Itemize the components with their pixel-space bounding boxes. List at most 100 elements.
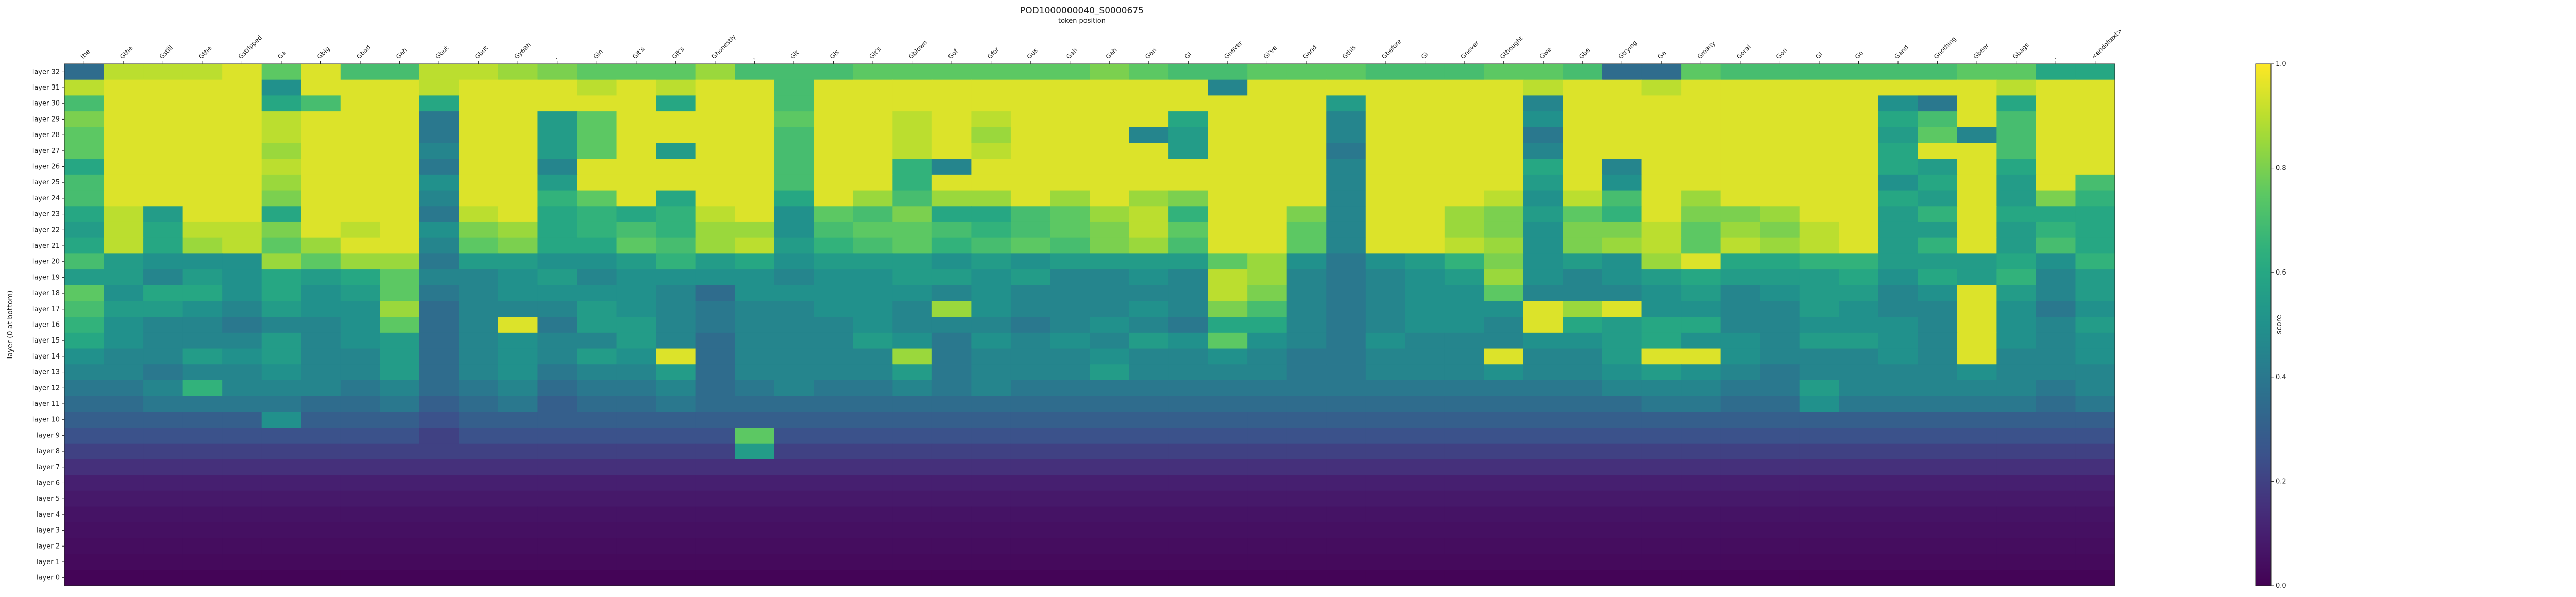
heatmap-cell (616, 332, 656, 349)
heatmap-cell (1996, 490, 2037, 507)
heatmap-cell (1050, 285, 1090, 302)
heatmap-cell (892, 396, 933, 412)
heatmap-cell (1839, 159, 1879, 175)
heatmap-cell (459, 221, 499, 238)
heatmap-cell (2075, 159, 2115, 175)
heatmap-cell (104, 159, 144, 175)
heatmap-cell (1129, 364, 1169, 381)
heatmap-cell (2036, 159, 2076, 175)
heatmap-cell (1839, 127, 1879, 144)
heatmap-cell (892, 206, 933, 223)
x-tick-label: Gi (1183, 50, 1193, 60)
heatmap-cell (222, 95, 262, 112)
heatmap-cell (931, 538, 972, 555)
heatmap-cell (1996, 301, 2037, 317)
heatmap-cell (498, 79, 538, 96)
heatmap-cell (1365, 79, 1405, 96)
heatmap-cell (1878, 459, 1918, 475)
heatmap-cell (498, 506, 538, 523)
x-tick-label: Git's (868, 45, 883, 60)
heatmap-cell (1641, 111, 1682, 128)
heatmap-cell (1010, 506, 1051, 523)
heatmap-cell (1957, 269, 1997, 286)
heatmap-cell (182, 127, 223, 144)
x-tick-label: Gus (1025, 47, 1039, 60)
heatmap-cell (577, 332, 617, 349)
heatmap-cell (1918, 380, 1958, 397)
heatmap-cell (104, 317, 144, 333)
heatmap-cell (1208, 111, 1248, 128)
heatmap-cell (380, 253, 420, 270)
heatmap-cell (261, 396, 301, 412)
heatmap-cell (1681, 380, 1721, 397)
heatmap-cell (1641, 237, 1682, 254)
heatmap-cell (1484, 570, 1524, 586)
heatmap-cell (1641, 538, 1682, 555)
heatmap-cell (1050, 443, 1090, 460)
heatmap-cell (577, 538, 617, 555)
heatmap-cell (2075, 111, 2115, 128)
heatmap-cell (814, 269, 854, 286)
heatmap-cell (1168, 443, 1209, 460)
heatmap-cell (853, 237, 893, 254)
heatmap-cell (2036, 95, 2076, 112)
heatmap-cell (301, 364, 341, 381)
heatmap-cell (1523, 570, 1564, 586)
y-tick-label: layer 25 (32, 179, 60, 186)
heatmap-cell (1090, 490, 1130, 507)
heatmap-cell (1563, 95, 1603, 112)
heatmap-cell (931, 285, 972, 302)
heatmap-cell (104, 237, 144, 254)
heatmap-cell (1286, 459, 1327, 475)
heatmap-cell (419, 459, 459, 475)
heatmap-cell (1720, 364, 1760, 381)
heatmap-cell (1010, 317, 1051, 333)
heatmap-cell (104, 332, 144, 349)
heatmap-cell (1720, 380, 1760, 397)
heatmap-cell (1050, 570, 1090, 586)
heatmap-cell (1878, 317, 1918, 333)
heatmap-cell (656, 459, 696, 475)
heatmap-cell (1444, 190, 1484, 207)
heatmap-cell (1720, 396, 1760, 412)
heatmap-cell (616, 206, 656, 223)
heatmap-cell (1208, 127, 1248, 144)
heatmap-cell (1760, 522, 1800, 539)
heatmap-cell (892, 174, 933, 191)
heatmap-cell (340, 111, 380, 128)
heatmap-cell (1878, 428, 1918, 444)
heatmap-cell (459, 301, 499, 317)
heatmap-cell (2036, 332, 2076, 349)
heatmap-cell (1839, 490, 1879, 507)
heatmap-cell (419, 237, 459, 254)
heatmap-cell (1957, 159, 1997, 175)
heatmap-cell (1365, 364, 1405, 381)
heatmap-cell (1326, 475, 1366, 491)
heatmap-cell (577, 111, 617, 128)
heatmap-cell (1484, 174, 1524, 191)
heatmap-cell (695, 317, 735, 333)
heatmap-cell (537, 364, 578, 381)
heatmap-cell (695, 301, 735, 317)
heatmap-cell (892, 570, 933, 586)
y-tick-label: layer 32 (32, 68, 60, 76)
heatmap-cell (1365, 301, 1405, 317)
heatmap-cell (735, 443, 775, 460)
heatmap-cell (1050, 506, 1090, 523)
heatmap-cell (616, 221, 656, 238)
heatmap-cell (537, 253, 578, 270)
heatmap-cell (1090, 237, 1130, 254)
heatmap-cell (1996, 428, 2037, 444)
heatmap-cell (853, 538, 893, 555)
heatmap-cell (1878, 332, 1918, 349)
heatmap-cell (1326, 64, 1366, 80)
heatmap-cell (1365, 143, 1405, 159)
y-tick-label: layer 15 (32, 337, 60, 345)
x-tick-label: Gbe (1578, 46, 1591, 60)
heatmap-cell (1050, 64, 1090, 80)
heatmap-cell (143, 285, 183, 302)
heatmap-cell (222, 317, 262, 333)
heatmap-cell (1365, 412, 1405, 428)
heatmap-cell (616, 428, 656, 444)
